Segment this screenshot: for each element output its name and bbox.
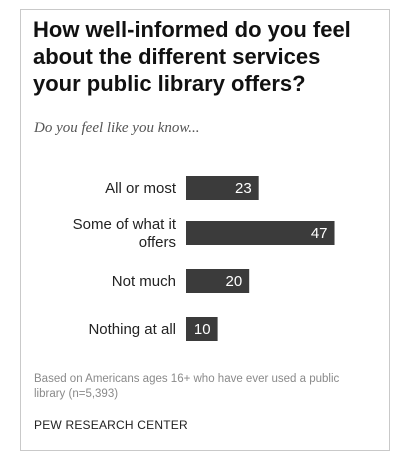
value-label-not-much: 20 — [226, 273, 243, 290]
chart-note: Based on Americans ages 16+ who have eve… — [34, 373, 340, 400]
category-label-some-of-what-it-offers: Some of what it offers — [73, 216, 177, 251]
bar-all-or-most — [186, 176, 259, 200]
category-label-all-or-most: All or most — [105, 180, 177, 197]
category-label-not-much: Not much — [112, 273, 176, 290]
value-label-all-or-most: 23 — [235, 180, 252, 197]
category-label-nothing-at-all: Nothing at all — [88, 321, 176, 338]
value-label-nothing-at-all: 10 — [194, 321, 211, 338]
bar-nothing-at-all — [186, 317, 218, 341]
chart-title: How well-informed do you feel about the … — [33, 17, 351, 96]
bar-not-much — [186, 269, 250, 293]
chart-subtitle: Do you feel like you know... — [34, 120, 200, 136]
value-label-some-of-what-it-offers: 47 — [311, 225, 328, 242]
bar-some-of-what-it-offers — [186, 221, 335, 245]
chart-source: PEW RESEARCH CENTER — [34, 418, 188, 432]
